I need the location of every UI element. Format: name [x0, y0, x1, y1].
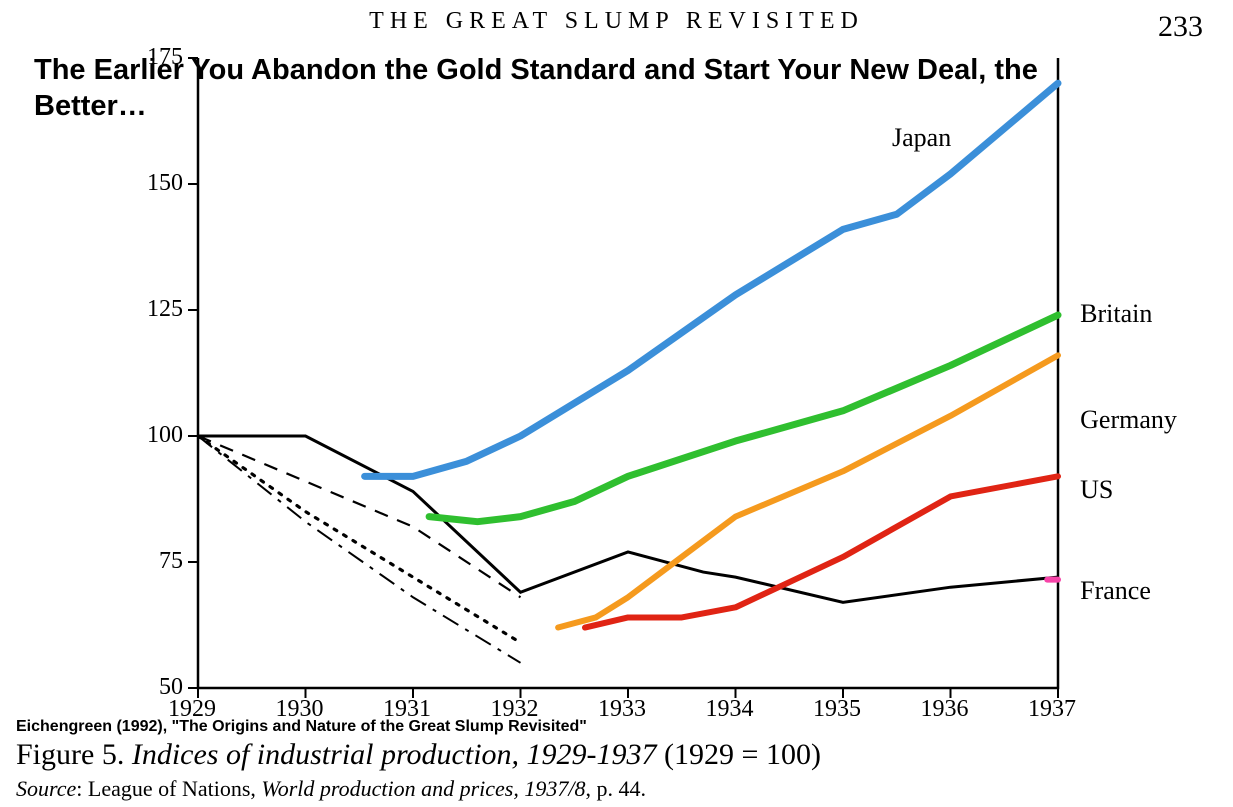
figure-caption: Figure 5. Indices of industrial producti…: [16, 738, 821, 772]
x-tick-label: 1936: [921, 696, 969, 723]
source-middle: : League of Nations,: [76, 776, 261, 801]
series-label-us: US: [1080, 475, 1113, 505]
series-label-germany: Germany: [1080, 405, 1177, 435]
x-tick-label: 1933: [598, 696, 646, 723]
chart-svg: [0, 0, 1233, 807]
y-tick-label: 150: [128, 170, 183, 197]
series-label-japan: Japan: [892, 123, 951, 153]
x-tick-label: 1934: [706, 696, 754, 723]
series-label-britain: Britain: [1080, 299, 1152, 329]
x-tick-label: 1935: [813, 696, 861, 723]
source-suffix: , p. 44.: [585, 776, 646, 801]
figure-label-prefix: Figure 5.: [16, 738, 124, 771]
x-tick-label: 1937: [1028, 696, 1076, 723]
figure-label-suffix: (1929 = 100): [664, 738, 821, 771]
y-tick-label: 100: [128, 422, 183, 449]
source-italic: World production and prices, 1937/8: [261, 776, 585, 801]
figure-label-italic: Indices of industrial production, 1929-1…: [132, 738, 657, 771]
source-line: Source: League of Nations, World product…: [16, 776, 646, 802]
citation-text: Eichengreen (1992), "The Origins and Nat…: [16, 718, 587, 736]
source-prefix: Source: [16, 776, 76, 801]
series-label-france: France: [1080, 576, 1151, 606]
y-tick-label: 75: [128, 548, 183, 575]
y-tick-label: 175: [128, 44, 183, 71]
y-tick-label: 125: [128, 296, 183, 323]
